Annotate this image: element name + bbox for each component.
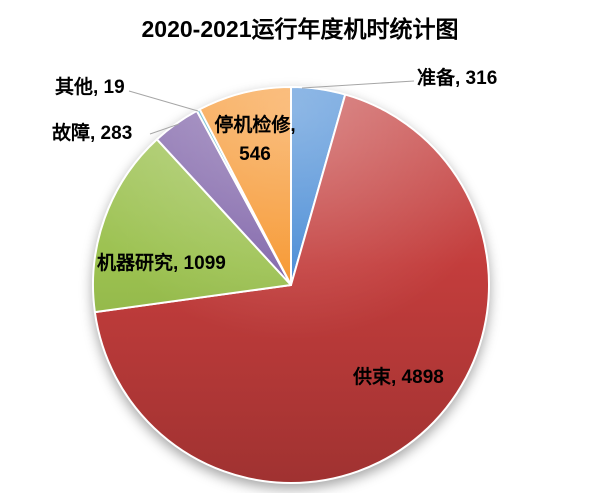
- data-label-tingji-line1: 停机检修,: [214, 115, 296, 136]
- data-label-qita: 其他, 19: [55, 77, 125, 98]
- leader-line-guzhang: [149, 123, 180, 135]
- data-label-zhunbei: 准备, 316: [417, 68, 498, 89]
- data-label-gongshu: 供束, 4898: [353, 367, 444, 388]
- data-label-guzhang: 故障, 283: [52, 123, 133, 144]
- data-label-jiqi-yanjiu: 机器研究, 1099: [97, 253, 226, 274]
- chart-title: 2020-2021运行年度机时统计图: [141, 16, 459, 42]
- leader-line-zhunbei: [301, 80, 415, 89]
- leader-line-qita: [128, 90, 199, 112]
- data-label-tingji-jianxiu: 停机检修, 546: [200, 111, 310, 169]
- data-label-tingji-line2: 546: [239, 144, 271, 165]
